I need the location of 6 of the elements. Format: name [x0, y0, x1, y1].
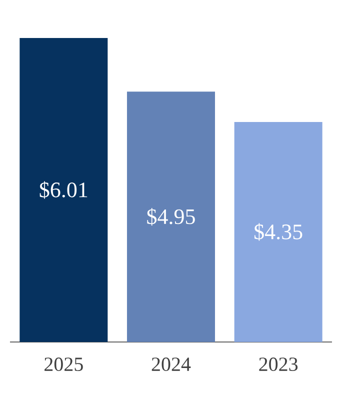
- x-tick-label: 2023: [259, 358, 298, 372]
- data-label: $4.35: [254, 223, 302, 241]
- data-label: $6.01: [40, 181, 88, 199]
- data-label: $4.95: [147, 208, 195, 226]
- x-tick-label: 2024: [152, 358, 191, 372]
- x-tick-label: 2025: [44, 358, 83, 372]
